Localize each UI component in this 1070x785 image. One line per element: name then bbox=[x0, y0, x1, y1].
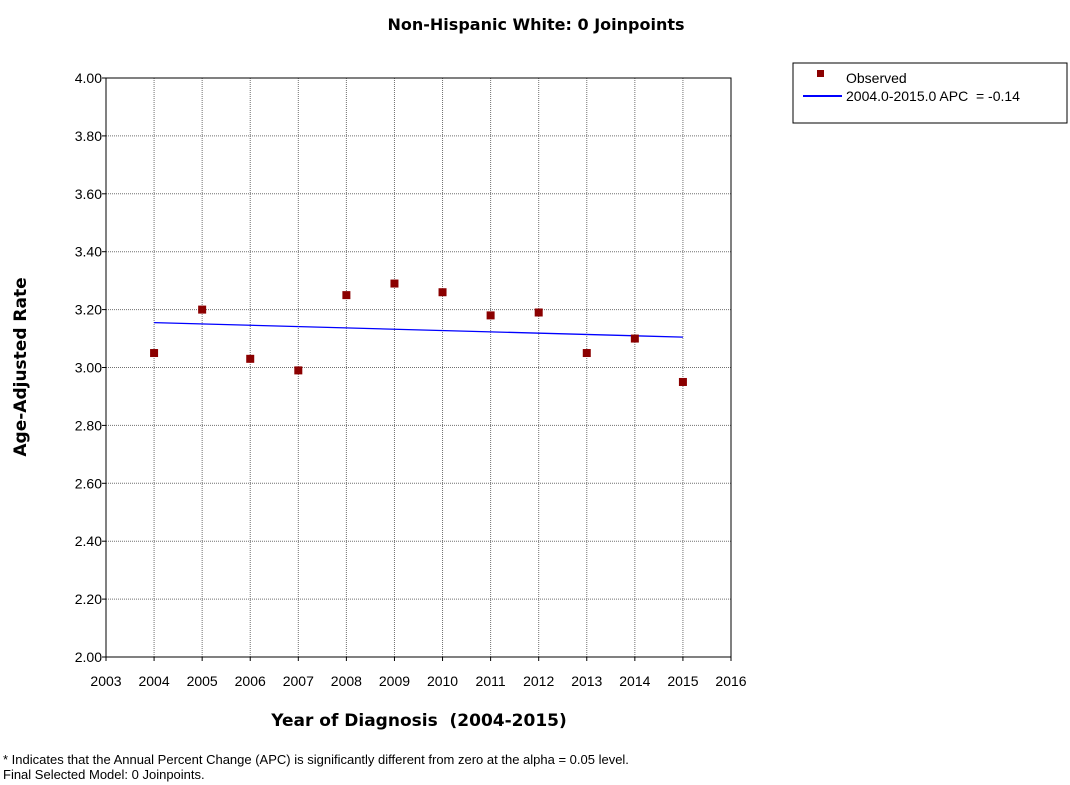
observed-point bbox=[390, 279, 399, 288]
legend-apc-label: 2004.0-2015.0 APC = -0.14 bbox=[846, 88, 1020, 104]
y-tick-label: 2.20 bbox=[75, 591, 102, 607]
footnote-apc: * Indicates that the Annual Percent Chan… bbox=[3, 752, 629, 767]
y-axis-title: Age-Adjusted Rate bbox=[11, 277, 31, 456]
x-axis-title: Year of Diagnosis (2004-2015) bbox=[270, 711, 567, 731]
x-tick-label: 2003 bbox=[90, 673, 121, 689]
x-tick-label: 2007 bbox=[283, 673, 314, 689]
x-tick-label: 2009 bbox=[379, 673, 410, 689]
x-tick-label: 2015 bbox=[667, 673, 698, 689]
observed-point bbox=[150, 349, 159, 358]
x-tick-labels: 2003 2004 2005 2006 2007 2008 2009 2010 2011 2012… bbox=[90, 673, 746, 689]
observed-point bbox=[630, 334, 639, 343]
x-tick-label: 2013 bbox=[571, 673, 602, 689]
x-tick-label: 2005 bbox=[187, 673, 218, 689]
y-tick-label: 4.00 bbox=[75, 70, 102, 86]
x-tick-label: 2008 bbox=[331, 673, 362, 689]
x-tick-label: 2016 bbox=[715, 673, 746, 689]
y-tick-label: 3.60 bbox=[75, 186, 102, 202]
y-tick-label: 2.80 bbox=[75, 417, 102, 433]
data-series bbox=[150, 279, 687, 386]
legend-box bbox=[792, 62, 1068, 124]
observed-point bbox=[486, 311, 495, 320]
x-tick-label: 2014 bbox=[619, 673, 650, 689]
x-tick-label: 2010 bbox=[427, 673, 458, 689]
y-tick-label: 2.40 bbox=[75, 533, 102, 549]
x-tick-label: 2004 bbox=[138, 673, 169, 689]
footnote-model: Final Selected Model: 0 Joinpoints. bbox=[3, 767, 205, 782]
grid-lines bbox=[106, 78, 731, 657]
y-tick-label: 3.40 bbox=[75, 244, 102, 260]
plot-axes bbox=[102, 77, 732, 661]
chart-title: Non-Hispanic White: 0 Joinpoints bbox=[388, 15, 685, 34]
x-tick-label: 2006 bbox=[235, 673, 266, 689]
observed-point bbox=[582, 349, 591, 358]
observed-point bbox=[294, 366, 303, 375]
y-tick-label: 3.00 bbox=[75, 360, 102, 376]
observed-point bbox=[342, 291, 351, 300]
y-tick-label: 2.00 bbox=[75, 649, 102, 665]
y-tick-label: 3.80 bbox=[75, 128, 102, 144]
observed-point bbox=[246, 354, 255, 363]
y-tick-label: 3.20 bbox=[75, 302, 102, 318]
legend-observed-marker bbox=[817, 70, 824, 77]
observed-point bbox=[438, 288, 447, 297]
apc-trend-line bbox=[154, 321, 683, 338]
legend: Observed 2004.0-2015.0 APC = -0.14 bbox=[792, 62, 1068, 124]
x-tick-label: 2011 bbox=[476, 673, 506, 689]
x-tick-label: 2012 bbox=[523, 673, 554, 689]
y-tick-label: 2.60 bbox=[75, 475, 102, 491]
observed-point bbox=[534, 308, 543, 317]
legend-observed-label: Observed bbox=[846, 70, 907, 86]
observed-point bbox=[678, 377, 687, 386]
observed-point bbox=[198, 305, 207, 314]
y-tick-labels: 2.00 2.20 2.40 2.60 2.80 3.00 3.20 3.40 3.60 3.80… bbox=[75, 70, 102, 665]
